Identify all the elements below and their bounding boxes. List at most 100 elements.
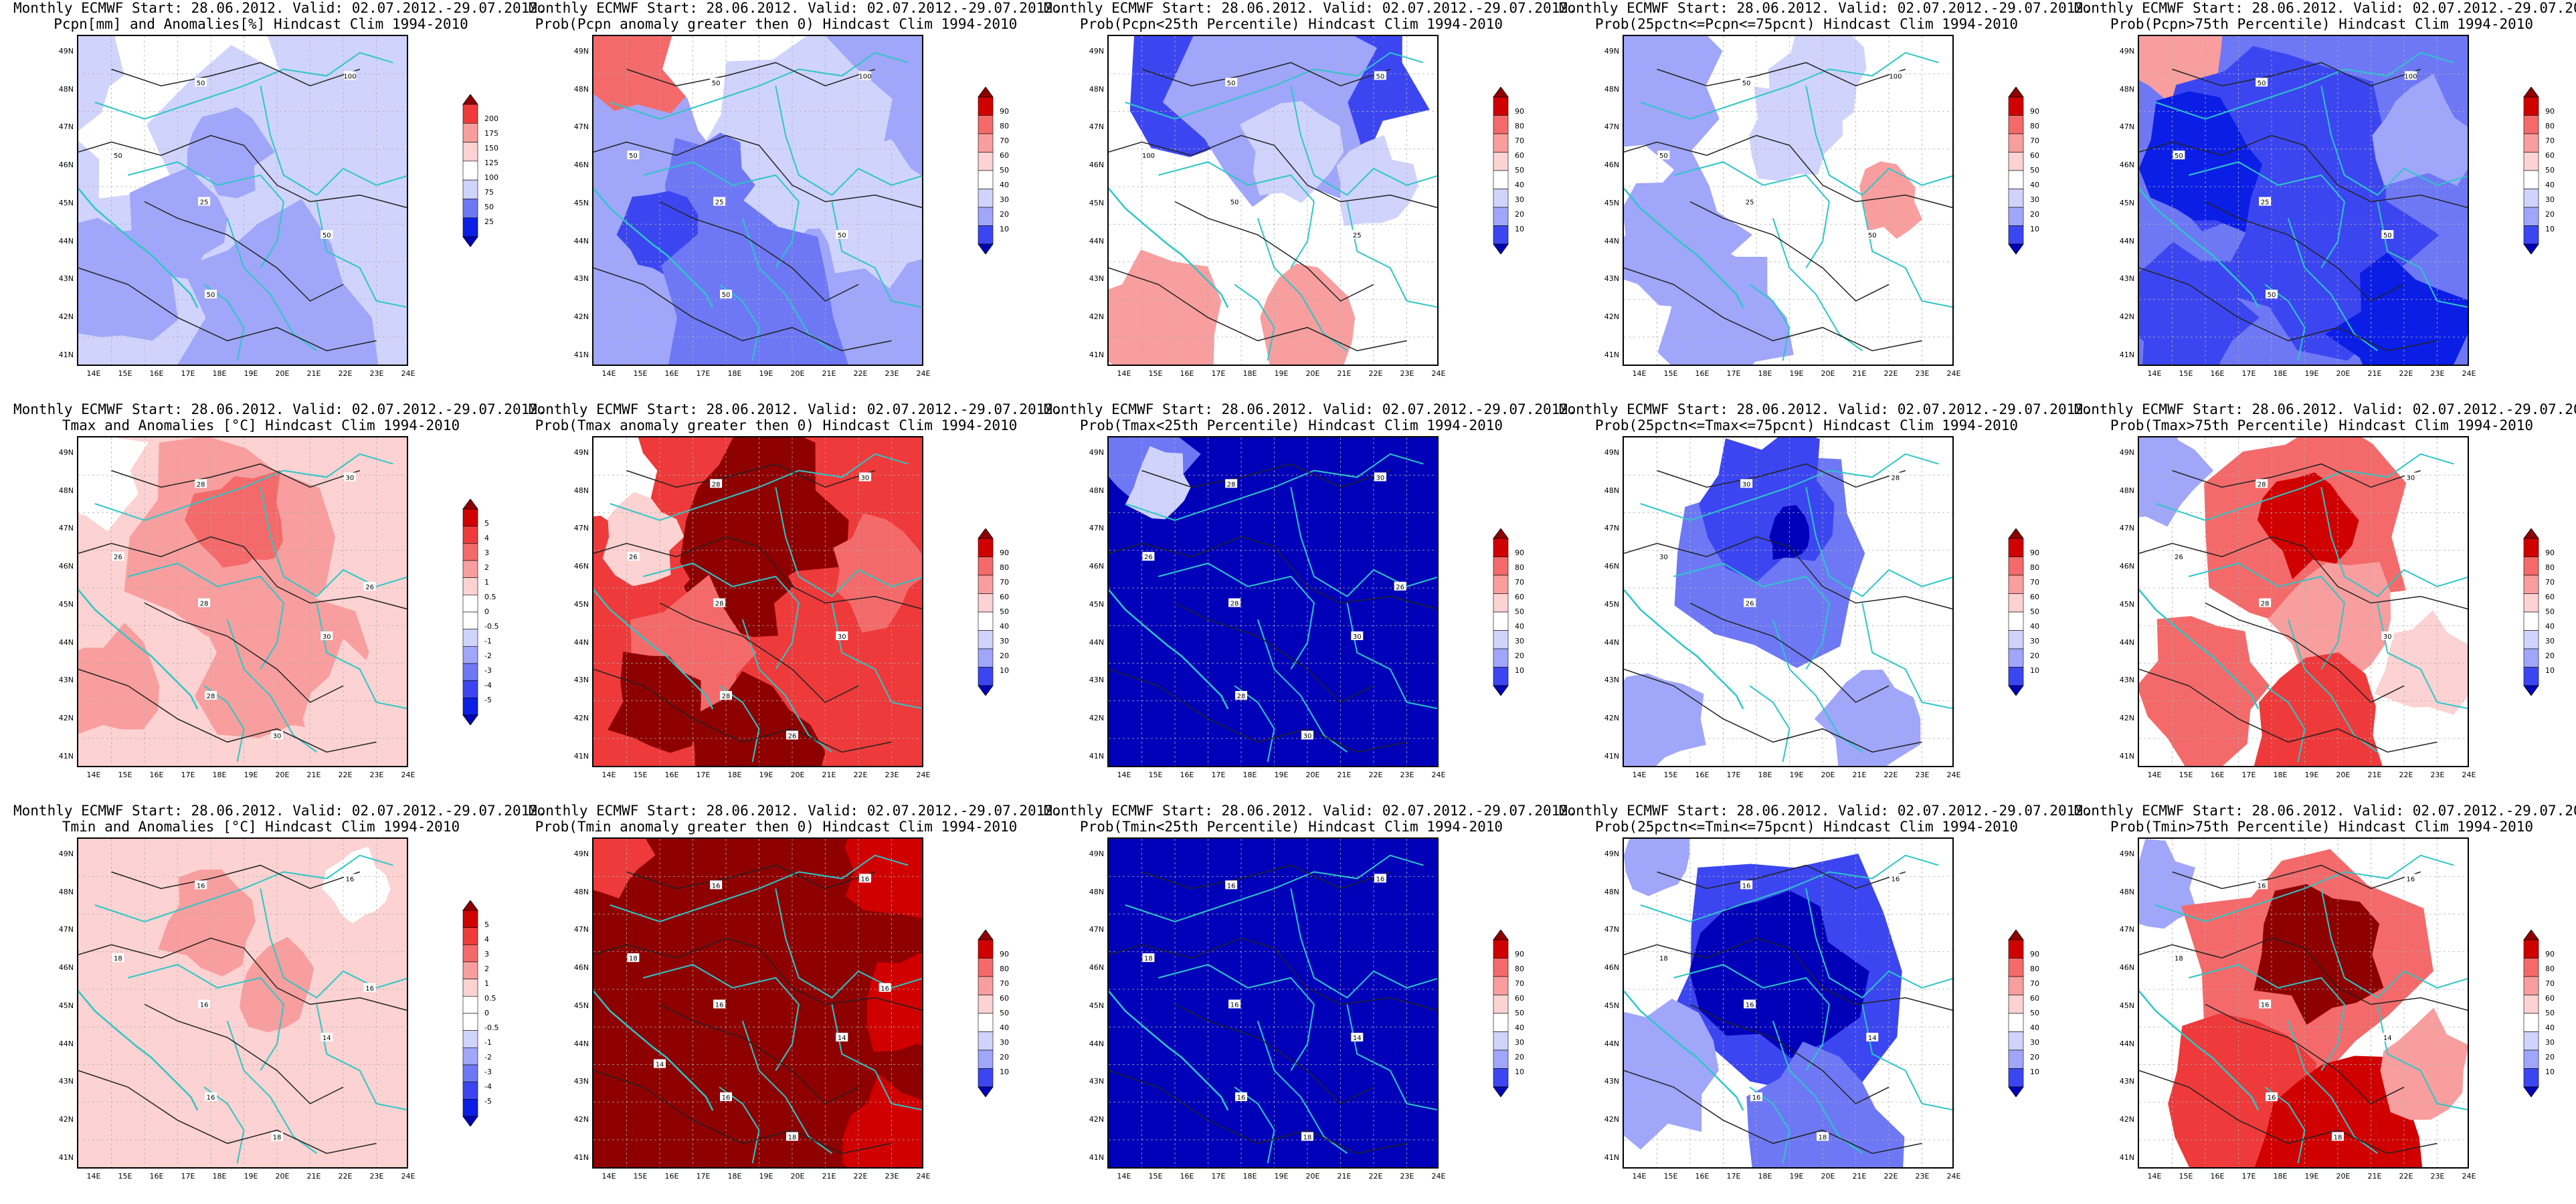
panel-subtitle: Prob(Tmax>75th Percentile) Hindcast Clim…	[2110, 417, 2534, 433]
colorbar-segment	[2008, 1031, 2024, 1051]
contour-fill-region	[78, 217, 179, 341]
border-line	[1749, 685, 1790, 763]
isoline	[593, 937, 922, 1011]
colorbar-graphic	[978, 929, 994, 1098]
contour-label: 16	[1744, 999, 1756, 1009]
colorbar-tick-label: 90	[1515, 950, 1524, 959]
contour-label-text: 28	[1237, 693, 1246, 700]
isoline	[78, 937, 407, 1011]
contour-label: 50	[1228, 197, 1241, 207]
isoline	[2139, 267, 2437, 352]
isoline	[111, 62, 361, 87]
lon-tick-label: 19E	[1789, 369, 1804, 378]
map-panel: Monthly ECMWF Start: 28.06.2012. Valid: …	[2061, 0, 2576, 401]
colorbar-tick-label: 40	[1000, 622, 1009, 631]
isoline	[78, 1070, 377, 1155]
colorbar-segment	[2523, 152, 2539, 171]
lon-tick-label: 14E	[1632, 771, 1647, 779]
map-canvas: 50 100 50 25 50 50	[593, 36, 922, 365]
contour-label-box	[271, 1132, 283, 1141]
lat-tick-label: 48N	[2119, 486, 2134, 495]
lon-tick-label: 20E	[1305, 771, 1320, 779]
contour-label: 28	[2259, 598, 2272, 608]
colorbar-tick-label: -5	[484, 1097, 492, 1106]
colorbar-segment	[2008, 1013, 2024, 1032]
border-line	[260, 487, 407, 597]
contour-label-box	[320, 631, 333, 640]
contour-label-box	[205, 1092, 217, 1102]
contour-label-box	[1740, 479, 1753, 488]
lat-tick-label: 48N	[2119, 887, 2134, 896]
lon-tick-label: 23E	[369, 369, 384, 378]
contour-label-box	[205, 290, 217, 299]
colorbar-tick-label: 30	[2545, 1038, 2555, 1047]
contour-label: 30	[836, 631, 848, 641]
isoline	[144, 602, 344, 703]
isoline	[593, 668, 892, 753]
contour-label-text: 50	[2268, 292, 2276, 299]
contour-fill-region	[1624, 999, 1719, 1150]
contour-label-text: 100	[858, 73, 871, 80]
contour-label-text: 26	[1144, 554, 1153, 561]
lat-tick-label: 49N	[2119, 849, 2134, 858]
lon-tick-label: 16E	[664, 771, 679, 779]
contour-label-box	[710, 479, 723, 488]
contour-label-box	[112, 552, 124, 561]
lat-tick-label: 43N	[1604, 676, 1619, 685]
contour-label-text: 16	[2261, 1002, 2270, 1009]
lon-tick-label: 19E	[2304, 1172, 2319, 1181]
colorbar-segment	[978, 575, 994, 594]
contour-label-box	[1740, 78, 1753, 87]
lon-tick-label: 16E	[1695, 771, 1710, 779]
colorbar-tick-label: 30	[1000, 1038, 1009, 1047]
lat-tick-label: 44N	[2119, 637, 2134, 647]
lon-tick-label: 17E	[696, 771, 711, 779]
colorbar-segment	[2008, 557, 2024, 576]
contour-label-box	[1889, 472, 1902, 482]
coastline	[1109, 187, 1229, 308]
colorbar-segment	[2008, 667, 2024, 686]
contour-label: 28	[1889, 472, 1902, 482]
lat-tick-label: 44N	[1089, 637, 1104, 647]
lat-tick-label: 48N	[1604, 887, 1619, 896]
contour-label: 16	[858, 874, 871, 883]
colorbar-segment	[978, 1031, 994, 1051]
contour-label-text: 16	[1746, 1002, 1754, 1009]
colorbar-segment	[978, 225, 994, 245]
lon-tick-label: 16E	[1180, 1172, 1194, 1181]
contour-fill-region	[1689, 890, 1869, 1058]
contour-label-text: 14	[2383, 1035, 2392, 1042]
lon-tick-label: 24E	[401, 771, 416, 779]
contour-fill-region	[602, 492, 684, 587]
contour-label-box	[2256, 479, 2268, 488]
colorbar-segment	[2008, 538, 2024, 557]
colorbar-tick-label: 50	[2030, 166, 2039, 175]
contour-label-box	[1374, 874, 1386, 883]
colorbar: 90 80 70 60 50 40 30 20 10	[2007, 86, 2039, 255]
map-canvas: 16 16 18 16 14 16 18	[1624, 839, 1952, 1167]
contour-label-box	[2332, 1132, 2344, 1141]
colorbar-tick-label: 40	[1000, 1023, 1009, 1032]
contour-label-box	[879, 983, 891, 992]
lon-tick-label: 17E	[181, 369, 195, 378]
lon-tick-label: 19E	[244, 771, 258, 779]
contour-label-box	[363, 581, 376, 591]
colorbar-tick-label: 20	[2545, 210, 2555, 219]
panel-title: Monthly ECMWF Start: 28.06.2012. Valid: …	[2074, 0, 2576, 32]
contour-label: 16	[195, 880, 207, 890]
lat-tick-label: 46N	[573, 963, 589, 973]
lon-tick-label: 22E	[2399, 1172, 2413, 1181]
colorbar-graphic	[978, 86, 994, 255]
contour-label-box	[1394, 581, 1406, 591]
lon-tick-label: 14E	[1117, 771, 1131, 779]
contour-label: 26	[112, 552, 124, 561]
border-line	[260, 86, 407, 196]
lat-tick-label: 47N	[58, 524, 74, 533]
contour-label-text: 26	[1396, 584, 1404, 591]
lon-tick-label: 19E	[759, 771, 773, 779]
colorbar-top-arrow	[2523, 86, 2539, 98]
contour-label: 16	[363, 983, 376, 993]
contour-label: 28	[195, 479, 207, 488]
contour-label: 16	[710, 880, 723, 890]
colorbar-tick-label: 75	[484, 188, 494, 197]
